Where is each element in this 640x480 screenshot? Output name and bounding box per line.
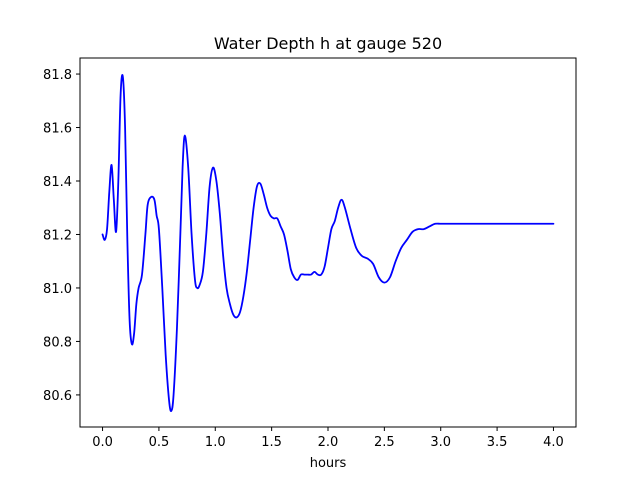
y-tick-label: 80.8: [43, 335, 72, 350]
x-tick-label: 2.0: [318, 435, 339, 450]
y-tick-label: 81.6: [43, 122, 72, 137]
chart-title: Water Depth h at gauge 520: [214, 34, 442, 53]
x-axis: 0.0 0.5 1.0 1.5 2.0 2.5 3.0 3.5 4.0: [92, 427, 564, 450]
x-tick-label: 1.5: [261, 435, 282, 450]
y-tick-label: 80.6: [43, 389, 72, 404]
x-tick-label: 0.5: [149, 435, 170, 450]
y-tick-label: 81.0: [43, 282, 72, 297]
y-axis: 80.6 80.8 81.0 81.2 81.4 81.6 81.8: [43, 68, 80, 404]
y-tick-label: 81.2: [43, 228, 72, 243]
series-line: [101, 74, 555, 413]
y-tick-label: 81.8: [43, 68, 72, 83]
x-tick-label: 4.0: [543, 435, 564, 450]
x-tick-label: 3.0: [430, 435, 451, 450]
x-tick-label: 2.5: [374, 435, 395, 450]
x-axis-label: hours: [310, 456, 347, 471]
y-tick-label: 81.4: [43, 175, 72, 190]
x-tick-label: 1.0: [205, 435, 226, 450]
x-tick-label: 3.5: [487, 435, 508, 450]
x-tick-label: 0.0: [92, 435, 113, 450]
